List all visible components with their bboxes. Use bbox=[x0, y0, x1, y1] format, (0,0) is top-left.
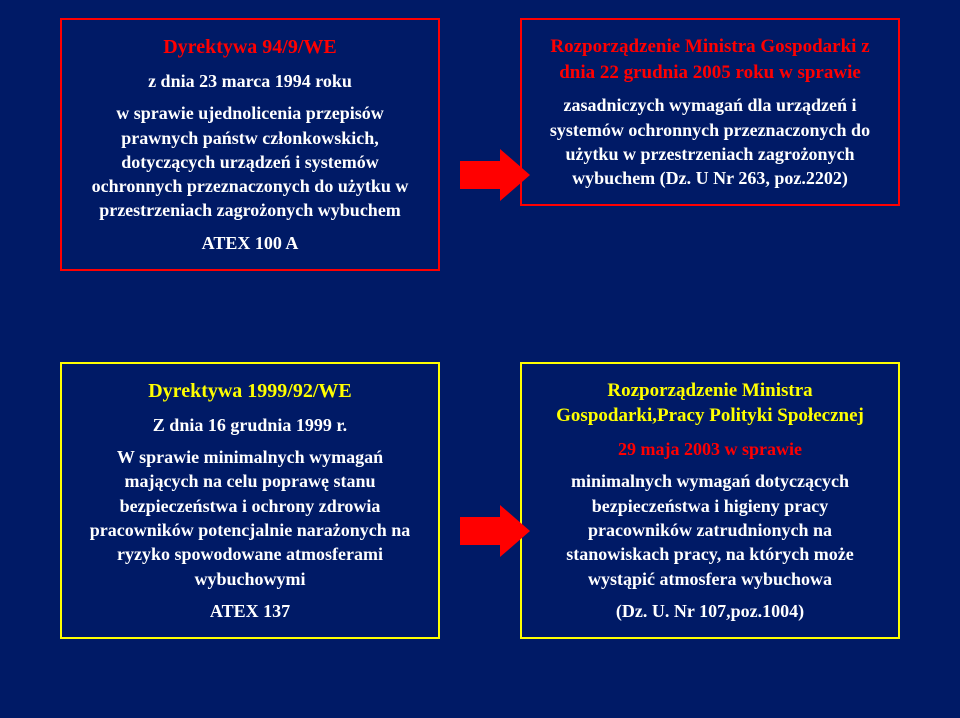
box-body: zasadniczych wymagań dla urządzeń i syst… bbox=[540, 93, 880, 190]
box-directive-94-9-we: Dyrektywa 94/9/WE z dnia 23 marca 1994 r… bbox=[60, 18, 440, 271]
box-directive-1999-92-we: Dyrektywa 1999/92/WE Z dnia 16 grudnia 1… bbox=[60, 362, 440, 639]
box-title: Rozporządzenie Ministra Gospodarki z dni… bbox=[540, 34, 880, 85]
arrow-icon bbox=[460, 161, 500, 189]
box-subtitle: 29 maja 2003 w sprawie bbox=[540, 437, 880, 461]
box-body: w sprawie ujednolicenia przepisów prawny… bbox=[80, 101, 420, 222]
box-regulation-2003: Rozporządzenie Ministra Gospodarki,Pracy… bbox=[520, 362, 900, 639]
box-subtitle: Z dnia 16 grudnia 1999 r. bbox=[80, 413, 420, 437]
arrow-top bbox=[440, 18, 520, 332]
box-title: Dyrektywa 94/9/WE bbox=[80, 34, 420, 61]
box-title: Dyrektywa 1999/92/WE bbox=[80, 378, 420, 405]
arrow-bottom bbox=[440, 362, 520, 700]
box-body: minimalnych wymagań dotyczących bezpiecz… bbox=[540, 469, 880, 590]
box-body: W sprawie minimalnych wymagań mających n… bbox=[80, 445, 420, 591]
box-regulation-2005: Rozporządzenie Ministra Gospodarki z dni… bbox=[520, 18, 900, 206]
box-footer: ATEX 137 bbox=[80, 599, 420, 623]
box-footer: (Dz. U. Nr 107,poz.1004) bbox=[540, 599, 880, 623]
arrow-icon bbox=[460, 517, 500, 545]
box-title: Rozporządzenie Ministra Gospodarki,Pracy… bbox=[540, 378, 880, 429]
slide: Dyrektywa 94/9/WE z dnia 23 marca 1994 r… bbox=[0, 0, 960, 718]
box-footer: ATEX 100 A bbox=[80, 231, 420, 255]
box-subtitle: z dnia 23 marca 1994 roku bbox=[80, 69, 420, 93]
